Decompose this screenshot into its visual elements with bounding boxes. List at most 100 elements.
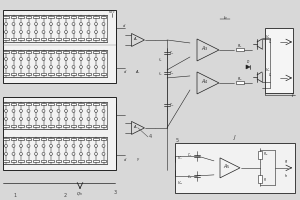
Bar: [41, 73, 46, 75]
Bar: [48, 125, 54, 127]
Bar: [41, 160, 46, 162]
Bar: [71, 16, 76, 18]
Text: $R_g$: $R_g$: [263, 150, 268, 157]
Bar: [3, 16, 9, 18]
Bar: [78, 160, 84, 162]
Bar: [236, 48, 244, 51]
Text: $A_c$: $A_c$: [135, 68, 141, 76]
Bar: [86, 125, 91, 127]
Bar: [3, 97, 116, 170]
Bar: [78, 138, 84, 140]
Bar: [101, 16, 106, 18]
Bar: [18, 103, 24, 105]
Bar: [86, 73, 91, 75]
Bar: [78, 16, 84, 18]
Bar: [33, 73, 39, 75]
Bar: [71, 138, 76, 140]
Bar: [86, 16, 91, 18]
Bar: [41, 125, 46, 127]
Text: $A_1$: $A_1$: [133, 35, 139, 43]
Text: $d$: $d$: [122, 22, 126, 29]
Text: $7$: $7$: [290, 91, 294, 99]
Bar: [71, 38, 76, 40]
Bar: [78, 73, 84, 75]
Text: $A_2$: $A_2$: [133, 123, 139, 131]
Bar: [3, 138, 9, 140]
Text: $A_3$: $A_3$: [201, 45, 209, 53]
Bar: [56, 103, 61, 105]
Text: $C_5$: $C_5$: [188, 173, 193, 181]
Bar: [56, 125, 61, 127]
Bar: [41, 38, 46, 40]
Bar: [11, 138, 16, 140]
Bar: [18, 125, 24, 127]
Bar: [3, 103, 9, 105]
Text: $C_1$: $C_1$: [268, 38, 273, 46]
Text: $C_2$: $C_2$: [268, 71, 273, 79]
Bar: [33, 138, 39, 140]
Text: $V_-$: $V_-$: [177, 179, 184, 186]
Bar: [258, 151, 262, 159]
Bar: [18, 38, 24, 40]
Bar: [18, 160, 24, 162]
Bar: [18, 51, 24, 53]
Bar: [63, 51, 69, 53]
Bar: [56, 16, 61, 18]
Bar: [48, 160, 54, 162]
Bar: [265, 28, 293, 93]
Bar: [48, 16, 54, 18]
Bar: [48, 38, 54, 40]
Text: $D$: $D$: [246, 58, 250, 65]
Polygon shape: [246, 65, 250, 69]
Bar: [93, 38, 99, 40]
Bar: [78, 51, 84, 53]
Bar: [86, 138, 91, 140]
Text: $d$: $d$: [123, 68, 127, 75]
Bar: [41, 51, 46, 53]
Bar: [93, 103, 99, 105]
Bar: [41, 138, 46, 140]
Text: $R_1$: $R_1$: [237, 42, 243, 50]
Bar: [93, 16, 99, 18]
Bar: [48, 51, 54, 53]
Bar: [63, 73, 69, 75]
Bar: [26, 73, 31, 75]
Bar: [101, 125, 106, 127]
Text: $R_2$: $R_2$: [237, 75, 243, 83]
Bar: [78, 125, 84, 127]
Bar: [56, 38, 61, 40]
Bar: [56, 138, 61, 140]
Bar: [26, 138, 31, 140]
Text: $C_2$: $C_2$: [169, 69, 174, 77]
Bar: [41, 16, 46, 18]
Bar: [101, 103, 106, 105]
Text: $A_5$: $A_5$: [223, 162, 231, 171]
Bar: [11, 103, 16, 105]
Bar: [71, 51, 76, 53]
Bar: [63, 38, 69, 40]
Text: $V_+$: $V_+$: [177, 154, 184, 162]
Bar: [11, 16, 16, 18]
Bar: [26, 16, 31, 18]
Bar: [48, 73, 54, 75]
Bar: [18, 16, 24, 18]
Bar: [93, 51, 99, 53]
Bar: [56, 51, 61, 53]
Bar: [63, 16, 69, 18]
Bar: [63, 160, 69, 162]
Text: $R$: $R$: [263, 176, 267, 183]
Bar: [3, 73, 9, 75]
Bar: [11, 38, 16, 40]
Bar: [3, 160, 9, 162]
Text: $g$: $g$: [284, 158, 288, 165]
Bar: [101, 73, 106, 75]
Bar: [11, 125, 16, 127]
Bar: [78, 103, 84, 105]
Bar: [236, 81, 244, 84]
Text: $J$: $J$: [233, 133, 237, 142]
Bar: [33, 51, 39, 53]
Bar: [48, 103, 54, 105]
Bar: [26, 103, 31, 105]
Bar: [93, 73, 99, 75]
Text: $f_b$: $f_b$: [158, 70, 162, 78]
